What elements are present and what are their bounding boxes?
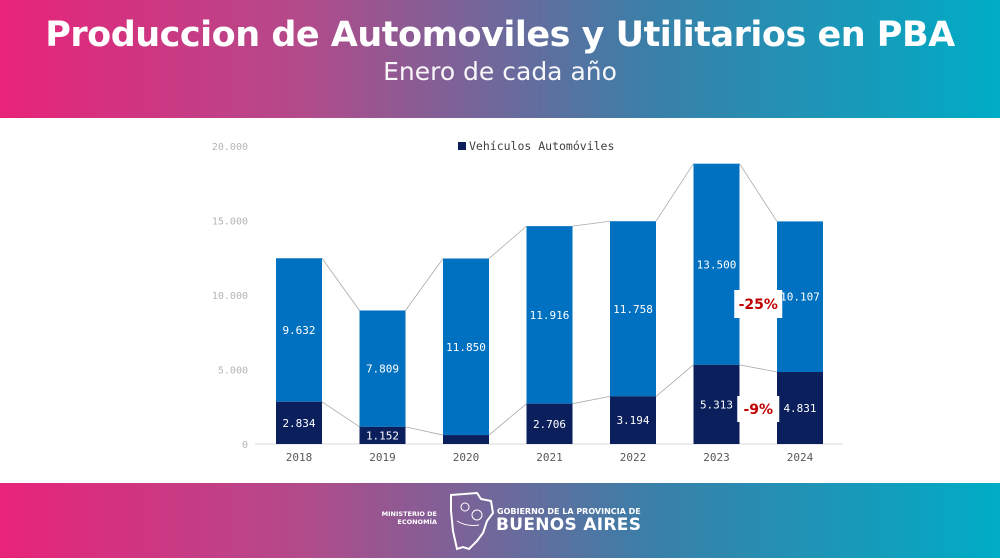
x-tick-label: 2019 (369, 451, 396, 464)
series-line-total (405, 258, 444, 311)
data-label: 9.632 (282, 324, 315, 337)
x-tick-label: 2024 (787, 451, 814, 464)
series-line-automoviles (321, 401, 360, 428)
legend-label: Vehículos Automóviles (469, 139, 614, 153)
data-label: 4.831 (783, 402, 816, 415)
bar-segment-upper (693, 163, 740, 365)
bar-segment-automoviles (777, 372, 823, 444)
data-label: 11.916 (530, 309, 570, 322)
y-tick-label: 5.000 (218, 366, 248, 377)
y-tick-label: 15.000 (212, 217, 248, 228)
stacked-bar-chart: 0 5.000 10.000 15.000 20.000 9.632 2.834 2018 7.… (212, 139, 843, 464)
annotation-box (734, 290, 783, 318)
series-line-automoviles (488, 403, 527, 436)
bar-segment-automoviles (276, 401, 322, 444)
bar-segment-automoviles (443, 435, 489, 444)
bar-segment-upper (276, 258, 322, 402)
data-label: 13.500 (697, 258, 737, 271)
series-line-total (321, 258, 360, 311)
series-line-automoviles (405, 426, 444, 436)
data-label: 5.313 (700, 398, 733, 411)
x-tick-label: 2020 (453, 451, 480, 464)
series-line-total (572, 220, 611, 227)
bar-segment-upper (443, 258, 489, 436)
bar-segment-upper (526, 226, 573, 404)
change-annotation: -9% (743, 402, 773, 418)
change-annotation: -25% (739, 297, 778, 313)
x-tick-label: 2018 (286, 451, 313, 464)
annotation-box (737, 396, 780, 422)
data-label: 10.107 (780, 291, 820, 304)
ministry-label: MINISTERIO DE ECONOMÍA (381, 510, 437, 526)
y-tick-label: 10.000 (212, 291, 248, 302)
series-line-automoviles (572, 396, 611, 405)
bar-segment-automoviles (526, 403, 573, 444)
y-tick-label: 20.000 (212, 142, 248, 153)
bar-segment-upper (777, 221, 823, 373)
series-line-total (488, 225, 527, 259)
series-line-automoviles (655, 364, 694, 397)
bar-segment-automoviles (359, 426, 406, 444)
data-label: 11.758 (613, 303, 653, 316)
page-subtitle: Enero de cada año (383, 57, 617, 86)
x-tick-label: 2021 (536, 451, 563, 464)
x-tick-label: 2023 (703, 451, 730, 464)
government-label: GOBIERNO DE LA PROVINCIA DE (497, 507, 641, 516)
data-label: 2.834 (282, 417, 315, 430)
series-line-total (739, 163, 778, 222)
header-banner: Produccion de Automoviles y Utilitarios … (0, 0, 1000, 118)
data-label: 11.850 (446, 341, 486, 354)
bar-segment-automoviles (693, 364, 740, 444)
x-tick-label: 2022 (620, 451, 647, 464)
legend-swatch (458, 142, 466, 150)
bar-segment-upper (610, 221, 656, 397)
y-tick-label: 0 (242, 440, 248, 451)
series-line-automoviles (739, 364, 778, 373)
data-label: 1.152 (366, 429, 399, 442)
province-name: BUENOS AIRES (496, 515, 642, 535)
series-line-total (655, 163, 694, 222)
footer-banner: MINISTERIO DE ECONOMÍA GOBIERNO DE LA PR… (0, 483, 1000, 558)
province-map-logo (450, 491, 495, 551)
data-label: 7.809 (366, 363, 399, 376)
bar-segment-automoviles (610, 396, 656, 444)
data-label: 3.194 (616, 414, 649, 427)
bar-segment-upper (359, 310, 406, 427)
data-label: 2.706 (533, 418, 566, 431)
page-title: Produccion de Automoviles y Utilitarios … (45, 15, 955, 55)
